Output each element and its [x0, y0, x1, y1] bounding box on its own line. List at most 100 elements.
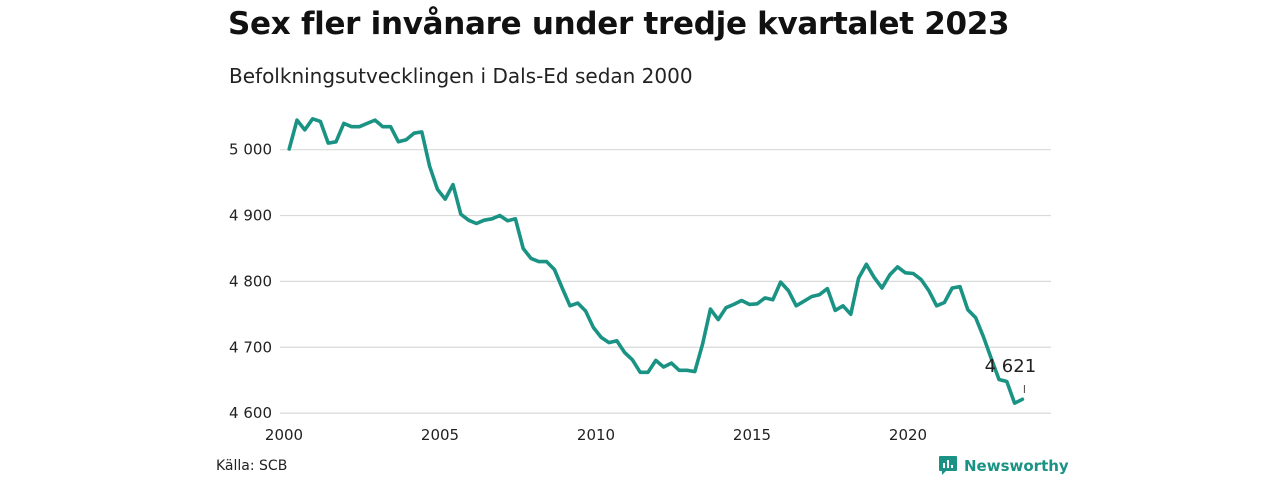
data-point	[420, 130, 424, 134]
data-point	[529, 256, 533, 260]
last-value-label: 4 621	[985, 356, 1037, 377]
data-point	[849, 312, 853, 316]
data-point	[872, 275, 876, 279]
data-point	[349, 124, 353, 128]
data-point	[576, 301, 580, 305]
data-point	[693, 369, 697, 373]
data-point	[381, 124, 385, 128]
data-point	[552, 267, 556, 271]
data-point	[802, 299, 806, 303]
data-point	[903, 271, 907, 275]
data-point	[505, 219, 509, 223]
data-point	[927, 288, 931, 292]
gridlines	[280, 149, 1051, 414]
x-tick-label: 2020	[889, 426, 927, 444]
data-point	[318, 119, 322, 123]
y-tick-label: 4 700	[229, 338, 272, 356]
data-point	[973, 315, 977, 319]
x-tick-label: 2005	[421, 426, 459, 444]
data-point	[513, 217, 517, 221]
brand-name: Newsworthy	[964, 457, 1069, 475]
data-point	[810, 294, 814, 298]
data-point	[599, 335, 603, 339]
data-point	[334, 140, 338, 144]
data-point	[490, 217, 494, 221]
data-point	[817, 292, 821, 296]
data-point	[841, 304, 845, 308]
data-point	[295, 118, 299, 122]
data-point	[669, 361, 673, 365]
data-point	[373, 118, 377, 122]
data-point	[287, 147, 291, 151]
brand-logo: Newsworthy	[938, 455, 1069, 477]
data-point	[911, 271, 915, 275]
data-point	[498, 213, 502, 217]
data-point	[591, 325, 595, 329]
data-point	[521, 246, 525, 250]
data-point	[435, 187, 439, 191]
data-point	[607, 340, 611, 344]
data-point	[739, 298, 743, 302]
data-point	[427, 164, 431, 168]
data-point	[880, 286, 884, 290]
data-point	[342, 121, 346, 125]
data-point	[303, 128, 307, 132]
source-note: Källa: SCB	[216, 458, 288, 474]
data-point	[942, 300, 946, 304]
data-point	[466, 218, 470, 222]
data-point	[326, 141, 330, 145]
y-tick-label: 4 800	[229, 272, 272, 290]
data-point	[864, 262, 868, 266]
y-tick-label: 5 000	[229, 141, 272, 159]
data-point	[459, 212, 463, 216]
data-point	[661, 365, 665, 369]
data-point	[646, 370, 650, 374]
data-point	[966, 308, 970, 312]
x-tick-label: 2000	[265, 426, 303, 444]
data-point	[1005, 379, 1009, 383]
data-point	[895, 265, 899, 269]
newsworthy-logo-icon	[939, 456, 957, 475]
data-point	[310, 117, 314, 121]
data-point	[622, 350, 626, 354]
data-point	[396, 140, 400, 144]
data-point	[708, 307, 712, 311]
x-tick-label: 2010	[577, 426, 615, 444]
data-point	[451, 182, 455, 186]
data-point	[716, 317, 720, 321]
data-point	[724, 306, 728, 310]
data-point	[412, 131, 416, 135]
data-point	[825, 286, 829, 290]
series-group	[287, 117, 1025, 406]
data-point	[404, 138, 408, 142]
data-point	[365, 121, 369, 125]
data-point	[934, 304, 938, 308]
data-point	[537, 259, 541, 263]
data-point	[856, 276, 860, 280]
data-point	[732, 302, 736, 306]
data-point	[763, 296, 767, 300]
data-point	[981, 335, 985, 339]
data-point	[357, 124, 361, 128]
data-point	[677, 368, 681, 372]
data-point	[630, 358, 634, 362]
data-point	[685, 368, 689, 372]
series-line	[287, 117, 1025, 406]
data-point	[997, 377, 1001, 381]
data-point	[700, 342, 704, 346]
y-tick-label: 4 600	[229, 404, 272, 422]
data-point	[638, 370, 642, 374]
chart-title: Sex fler invånare under tredje kvartalet…	[228, 6, 1010, 42]
data-point	[560, 286, 564, 290]
data-point	[544, 259, 548, 263]
data-point	[786, 288, 790, 292]
data-point	[755, 302, 759, 306]
data-point	[778, 280, 782, 284]
annotations: 4 621	[985, 356, 1037, 393]
data-point	[654, 358, 658, 362]
data-point	[794, 304, 798, 308]
data-point	[771, 298, 775, 302]
y-tick-label: 4 900	[229, 207, 272, 225]
data-point	[1020, 397, 1024, 401]
y-axis-ticks: 4 600 4 700 4 800 4 900 5 000	[229, 141, 272, 422]
